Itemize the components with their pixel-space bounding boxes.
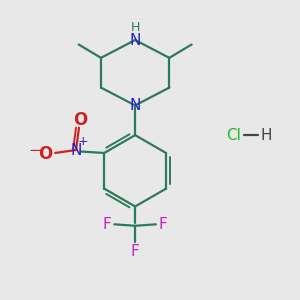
Text: O: O [73, 111, 88, 129]
Text: F: F [103, 217, 111, 232]
Text: F: F [131, 244, 140, 259]
Text: H: H [260, 128, 272, 142]
Text: F: F [159, 217, 168, 232]
Text: +: + [77, 135, 88, 148]
Text: −: − [28, 143, 41, 158]
Text: N: N [130, 32, 141, 47]
Text: N: N [130, 98, 141, 113]
Text: O: O [38, 146, 52, 164]
Text: Cl: Cl [226, 128, 241, 142]
Text: H: H [130, 21, 140, 34]
Text: N: N [70, 142, 82, 158]
